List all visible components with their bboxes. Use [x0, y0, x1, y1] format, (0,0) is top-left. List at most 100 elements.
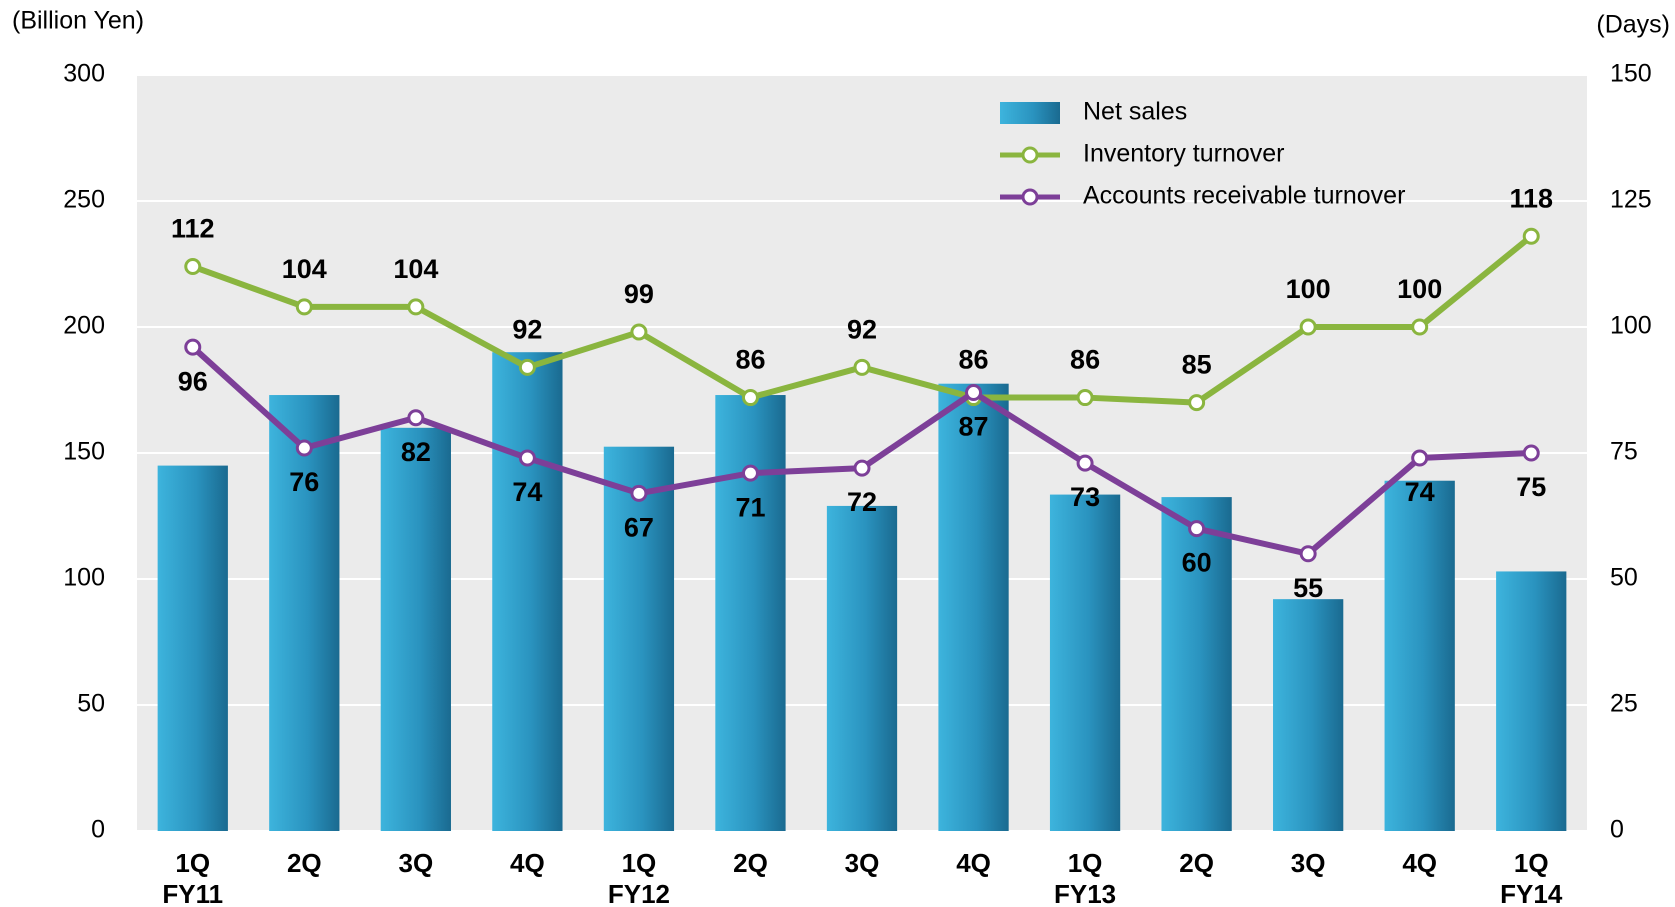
labels: 05010015020025030002550751001251501QFY11…	[63, 60, 1651, 907]
legend: Net sales Inventory turnover Accounts rece…	[1000, 98, 1405, 210]
marker	[295, 298, 313, 316]
bar	[1049, 494, 1121, 831]
data-label: 73	[1070, 482, 1100, 512]
marker	[741, 389, 759, 407]
legend-label: Inventory turnover	[1083, 140, 1285, 168]
y2-tick-label: 125	[1610, 186, 1652, 214]
marker	[407, 298, 425, 316]
bar	[269, 395, 340, 831]
marker	[184, 258, 202, 276]
data-label: 72	[847, 487, 877, 517]
x-tick-label: 1Q	[1514, 848, 1549, 878]
y2-tick-label: 25	[1610, 690, 1638, 718]
marker	[1076, 389, 1094, 407]
marker	[1522, 444, 1540, 462]
marker	[518, 449, 536, 467]
data-label: 71	[735, 492, 765, 522]
data-label: 82	[401, 437, 431, 467]
bar	[1161, 497, 1232, 831]
marker	[630, 323, 648, 341]
data-label: 112	[171, 214, 215, 244]
x-tick-label: 2Q	[1179, 848, 1214, 878]
x-tick-label: 3Q	[399, 848, 434, 878]
x-tick-label: FY14	[1500, 879, 1563, 907]
data-label: 86	[959, 345, 989, 375]
marker	[1299, 318, 1317, 336]
y-tick-label: 200	[63, 312, 105, 340]
marker	[741, 464, 759, 482]
x-tick-label: 4Q	[510, 848, 545, 878]
data-label: 74	[512, 477, 542, 507]
data-label: 75	[1516, 472, 1546, 502]
data-label: 104	[282, 254, 327, 284]
data-label: 92	[847, 314, 877, 344]
bar	[938, 383, 1009, 831]
y-tick-label: 250	[63, 186, 105, 214]
x-tick-label: FY12	[608, 879, 670, 907]
marker	[1411, 318, 1429, 336]
bar	[826, 505, 898, 831]
data-label: 87	[959, 412, 989, 442]
y-axis-label: (Billion Yen)	[12, 7, 144, 35]
bar	[492, 352, 563, 831]
x-tick-label: 1Q	[175, 848, 210, 878]
marker	[295, 439, 313, 457]
data-label: 96	[178, 366, 208, 396]
marker	[184, 338, 202, 356]
y-tick-label: 100	[63, 564, 105, 592]
bar	[1384, 480, 1455, 831]
bar	[157, 465, 228, 831]
x-tick-label: 4Q	[1402, 848, 1437, 878]
data-label: 86	[1070, 345, 1100, 375]
marker	[407, 409, 425, 427]
marker	[1522, 227, 1540, 245]
marker	[965, 384, 983, 402]
x-tick-label: FY11	[162, 879, 223, 907]
marker	[853, 358, 871, 376]
data-label: 99	[624, 279, 654, 309]
bars	[157, 352, 1567, 831]
x-tick-label: 3Q	[1291, 848, 1326, 878]
x-tick-label: 4Q	[956, 848, 991, 878]
legend-marker	[1021, 146, 1039, 164]
marker	[1188, 520, 1206, 538]
x-tick-label: 1Q	[622, 848, 657, 878]
data-label: 100	[1397, 274, 1442, 304]
data-label: 76	[289, 467, 319, 497]
data-label: 104	[393, 254, 438, 284]
marker	[1188, 394, 1206, 412]
x-tick-label: FY13	[1054, 879, 1116, 907]
y-tick-label: 0	[91, 816, 105, 844]
bar	[380, 427, 451, 831]
marker	[853, 459, 871, 477]
x-tick-label: 3Q	[845, 848, 880, 878]
bar	[715, 395, 786, 831]
data-label: 92	[512, 314, 542, 344]
data-label: 74	[1405, 477, 1435, 507]
data-label: 60	[1182, 548, 1212, 578]
y2-tick-label: 0	[1610, 816, 1624, 844]
data-label: 55	[1293, 573, 1323, 603]
marker	[518, 358, 536, 376]
marker	[1411, 449, 1429, 467]
legend-swatch	[1000, 102, 1060, 124]
y2-tick-label: 50	[1610, 564, 1638, 592]
y2-tick-label: 100	[1610, 312, 1652, 340]
bar	[1496, 571, 1567, 831]
data-label: 67	[624, 512, 654, 542]
y2-tick-label: 150	[1610, 60, 1652, 88]
y-tick-label: 50	[77, 690, 105, 718]
data-label: 86	[735, 345, 765, 375]
bar	[1273, 599, 1344, 831]
x-tick-label: 2Q	[287, 848, 322, 878]
marker	[630, 484, 648, 502]
marker	[1076, 454, 1094, 472]
bar	[603, 446, 675, 831]
y2-axis-label: (Days)	[1596, 11, 1670, 39]
data-label: 85	[1182, 350, 1212, 380]
data-label: 100	[1286, 274, 1331, 304]
y2-tick-label: 75	[1610, 438, 1638, 466]
marker	[1299, 545, 1317, 563]
legend-label: Net sales	[1083, 98, 1187, 126]
